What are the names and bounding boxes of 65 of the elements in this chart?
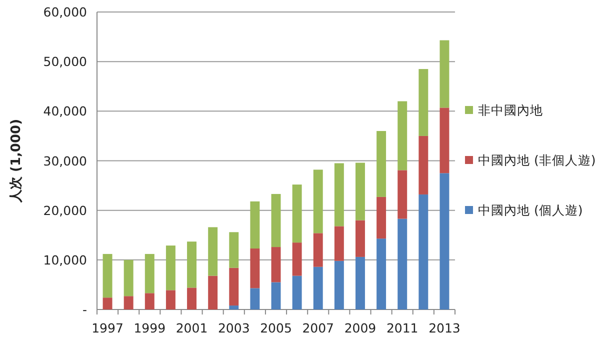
legend-label: 非中國內地 (478, 102, 543, 118)
bar (398, 170, 408, 219)
bar (313, 266, 323, 310)
bar (187, 242, 196, 288)
bar (398, 101, 408, 170)
bar (292, 242, 302, 276)
x-tick-label: 2009 (344, 320, 376, 336)
bar (271, 247, 281, 282)
y-axis-title: 人次 (1,000) (9, 118, 24, 204)
legend-label: 中國內地 (個人遊) (478, 202, 583, 218)
bar (355, 162, 365, 220)
x-tick-label: 2007 (302, 320, 334, 336)
bar (208, 276, 218, 310)
bar (271, 282, 281, 310)
x-tick-label: 2013 (428, 320, 460, 336)
x-tick-label: 1999 (134, 320, 166, 336)
bar (229, 268, 239, 306)
bar (376, 238, 386, 310)
bar (313, 233, 323, 267)
bar (440, 173, 450, 310)
bar (418, 136, 428, 194)
bar (250, 201, 260, 249)
bar (166, 290, 176, 310)
bar (102, 254, 112, 298)
x-tick-label: 2011 (386, 320, 418, 336)
bar (124, 260, 134, 296)
bar (292, 184, 302, 243)
y-tick-label: 50,000 (43, 54, 88, 70)
bar (440, 40, 450, 108)
bar (250, 248, 260, 288)
bar (250, 288, 260, 310)
y-tick-label: 10,000 (43, 252, 88, 268)
bar (271, 194, 281, 248)
x-tick-label: 2005 (260, 320, 292, 336)
bar (334, 260, 344, 310)
y-tick-label: 20,000 (43, 202, 88, 218)
bar (313, 170, 323, 234)
bar (166, 246, 176, 290)
bar (102, 298, 112, 310)
bar (187, 288, 196, 310)
x-tick-label: 2001 (176, 320, 208, 336)
x-tick-label: 1997 (92, 320, 124, 336)
bar (334, 163, 344, 226)
y-tick-label: 60,000 (43, 4, 88, 20)
bar (376, 196, 386, 239)
y-tick-label: 30,000 (43, 153, 88, 168)
bar (292, 276, 302, 310)
bar (440, 108, 450, 174)
bar (355, 220, 365, 257)
bar (229, 232, 239, 268)
bar (334, 226, 344, 261)
y-tick-label: - (82, 302, 87, 317)
x-tick-label: 2003 (218, 320, 250, 336)
bar (418, 69, 428, 136)
bar (144, 254, 154, 294)
bar (208, 227, 218, 276)
legend-label: 中國內地 (非個人遊) (478, 152, 596, 168)
bar (376, 131, 386, 197)
bar (398, 218, 408, 310)
y-tick-label: 40,000 (43, 104, 88, 119)
bar (229, 306, 239, 310)
bar (418, 194, 428, 310)
bar (144, 293, 154, 310)
bar (355, 256, 365, 310)
bar (124, 296, 134, 310)
